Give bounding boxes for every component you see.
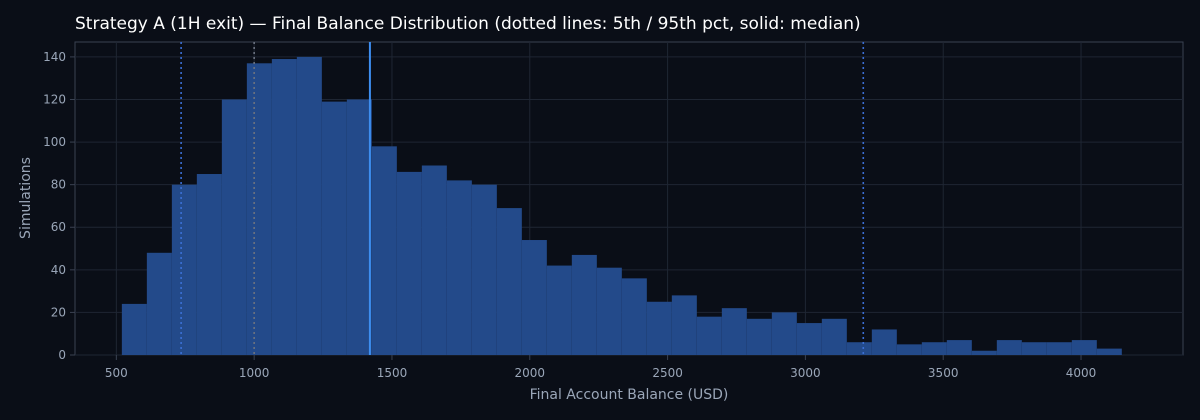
histogram-bar bbox=[571, 254, 597, 355]
y-tick-label: 80 bbox=[51, 178, 66, 192]
histogram-bar bbox=[896, 344, 922, 355]
reference-lines bbox=[180, 42, 865, 355]
histogram-bar bbox=[371, 146, 397, 355]
histogram-bar bbox=[521, 240, 547, 355]
histogram-bar bbox=[646, 301, 672, 355]
histogram-bar bbox=[471, 184, 497, 355]
histogram-bar bbox=[696, 316, 722, 355]
x-axis-ticks: 500 1000 1500 2000 2500 3000 3500 4000 bbox=[105, 355, 1096, 380]
histogram-bar bbox=[671, 295, 697, 355]
histogram-bar bbox=[121, 303, 147, 355]
x-tick-label: 2500 bbox=[652, 366, 683, 380]
histogram-bar bbox=[546, 265, 572, 355]
histogram-bar bbox=[221, 99, 247, 355]
x-tick-label: 4000 bbox=[1066, 366, 1097, 380]
histogram-bar bbox=[1021, 342, 1047, 355]
histogram-bar bbox=[821, 318, 847, 355]
histogram-bar bbox=[746, 318, 772, 355]
y-tick-label: 140 bbox=[43, 50, 66, 64]
histogram-bar bbox=[171, 184, 197, 355]
histogram-bar bbox=[271, 59, 297, 356]
histogram-bar bbox=[921, 342, 947, 355]
histogram-bar bbox=[1096, 348, 1122, 355]
histogram-bar bbox=[771, 312, 797, 355]
x-tick-label: 2000 bbox=[515, 366, 546, 380]
histogram-bar bbox=[996, 340, 1022, 355]
x-axis-label: Final Account Balance (USD) bbox=[530, 387, 729, 403]
histogram-bar bbox=[971, 350, 997, 355]
x-tick-label: 500 bbox=[105, 366, 128, 380]
x-tick-label: 1500 bbox=[377, 366, 408, 380]
histogram-bar bbox=[621, 278, 647, 355]
x-tick-label: 3000 bbox=[790, 366, 821, 380]
histogram-bar bbox=[1071, 340, 1097, 355]
histogram-bar bbox=[846, 342, 872, 355]
histogram-bars bbox=[121, 56, 1122, 356]
histogram-bar bbox=[321, 101, 347, 355]
x-tick-label: 1000 bbox=[239, 366, 270, 380]
histogram-bar bbox=[246, 63, 272, 356]
y-tick-label: 40 bbox=[51, 263, 66, 277]
histogram-bar bbox=[871, 329, 897, 355]
histogram-bar bbox=[396, 171, 422, 355]
histogram-bar bbox=[296, 56, 322, 356]
histogram-bar bbox=[796, 323, 822, 355]
histogram-bar bbox=[721, 308, 747, 355]
x-tick-label: 3500 bbox=[928, 366, 959, 380]
y-tick-label: 120 bbox=[43, 92, 66, 106]
histogram-bar bbox=[1046, 342, 1072, 355]
histogram-bar bbox=[946, 340, 972, 355]
histogram-bar bbox=[346, 99, 372, 355]
histogram-bar bbox=[421, 165, 447, 355]
y-axis-ticks: 0 20 40 60 80 100 120 140 bbox=[43, 50, 75, 362]
histogram-bar bbox=[196, 174, 222, 355]
y-tick-label: 100 bbox=[43, 135, 66, 149]
histogram-bar bbox=[596, 267, 622, 355]
y-tick-label: 0 bbox=[58, 348, 66, 362]
histogram-bar bbox=[446, 180, 472, 355]
y-tick-label: 20 bbox=[51, 305, 66, 319]
y-axis-label: Simulations bbox=[18, 157, 34, 239]
y-tick-label: 60 bbox=[51, 220, 66, 234]
histogram-bar bbox=[496, 208, 522, 355]
histogram-bar bbox=[146, 252, 172, 355]
chart-title: Strategy A (1H exit) — Final Balance Dis… bbox=[75, 14, 861, 34]
